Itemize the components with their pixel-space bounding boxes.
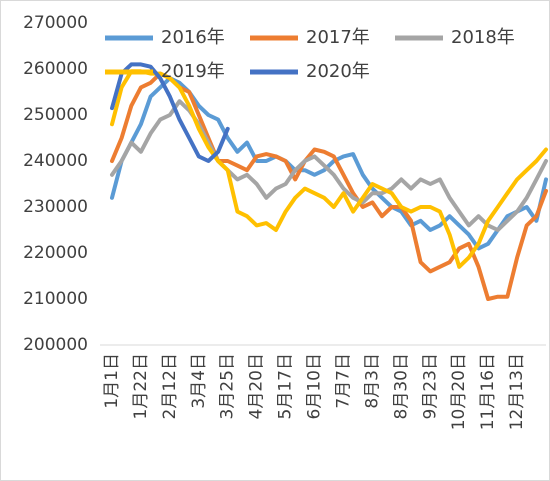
y-tick-label: 250000 bbox=[23, 105, 88, 125]
x-tick-label: 12月13日 bbox=[507, 353, 527, 430]
legend-label: 2020年 bbox=[306, 61, 370, 82]
y-tick-label: 230000 bbox=[23, 197, 88, 217]
series-line bbox=[110, 62, 230, 163]
x-tick-label: 11月16日 bbox=[478, 353, 498, 430]
x-tick-label: 8月30日 bbox=[391, 353, 411, 419]
x-tick-label: 7月7日 bbox=[333, 353, 353, 409]
legend-label: 2016年 bbox=[161, 27, 225, 48]
x-tick-label: 3月25日 bbox=[218, 353, 238, 419]
y-tick-label: 210000 bbox=[23, 289, 88, 309]
series-line bbox=[110, 99, 548, 232]
x-tick-label: 10月20日 bbox=[449, 353, 469, 430]
series-line bbox=[110, 76, 548, 251]
x-tick-label: 8月3日 bbox=[362, 353, 382, 409]
y-tick-label: 220000 bbox=[23, 243, 88, 263]
x-tick-label: 5月17日 bbox=[276, 353, 296, 419]
x-tick-label: 1月22日 bbox=[131, 353, 151, 419]
legend-label: 2017年 bbox=[306, 27, 370, 48]
legend-label: 2018年 bbox=[451, 27, 515, 48]
series-line bbox=[110, 69, 548, 269]
y-tick-label: 270000 bbox=[23, 13, 88, 33]
y-tick-label: 200000 bbox=[23, 335, 88, 355]
x-tick-label: 2月12日 bbox=[160, 353, 180, 419]
series-line bbox=[110, 71, 548, 301]
x-tick-label: 9月23日 bbox=[420, 353, 440, 419]
y-tick-label: 240000 bbox=[23, 151, 88, 171]
x-tick-label: 3月4日 bbox=[189, 353, 209, 409]
x-tick-label: 1月1日 bbox=[102, 353, 122, 409]
x-tick-label: 4月20日 bbox=[247, 353, 267, 419]
y-tick-label: 260000 bbox=[23, 59, 88, 79]
legend-label: 2019年 bbox=[161, 61, 225, 82]
x-tick-label: 6月10日 bbox=[305, 353, 325, 419]
